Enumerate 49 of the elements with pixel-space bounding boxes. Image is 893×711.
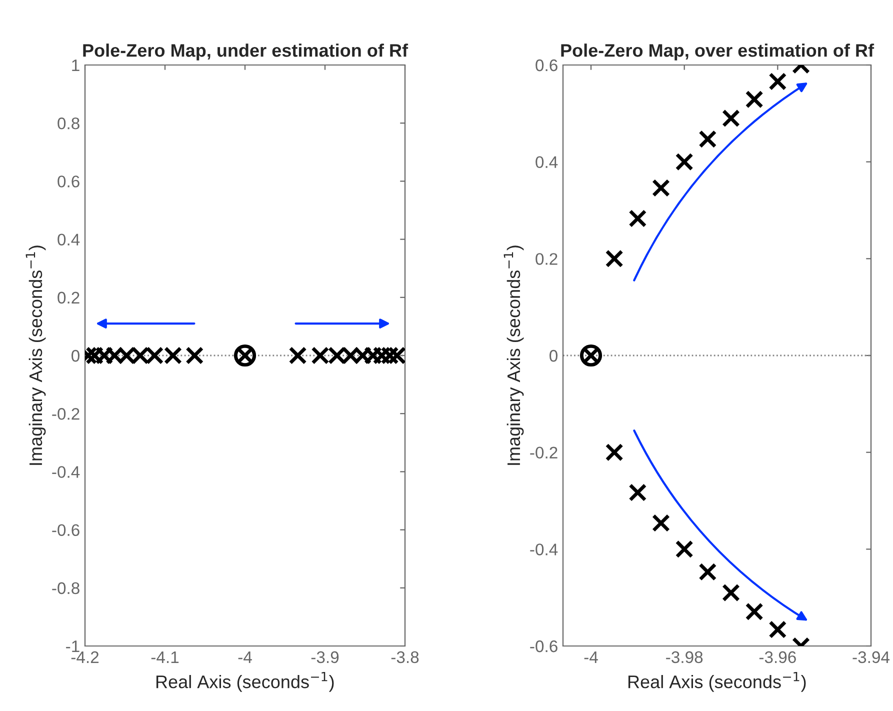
x-tick-label: -3.98 <box>666 651 703 664</box>
point <box>628 484 647 502</box>
x-tick-label: -4 <box>584 651 598 663</box>
y-tick-label: -0.4 <box>52 466 80 478</box>
point <box>698 562 717 581</box>
point <box>768 620 787 639</box>
y-tick-label: -0.6 <box>52 524 80 536</box>
y-tick-label: -0.8 <box>52 582 80 594</box>
y-tick-label: 0.8 <box>58 118 80 130</box>
y-tick-label: -1 <box>66 640 80 652</box>
point <box>745 602 764 621</box>
y-tick-label: -0.4 <box>530 544 558 556</box>
y-tick-label: -0.2 <box>530 446 558 459</box>
y-tick-label: 0.4 <box>536 156 558 168</box>
x-tick-label: -4.2 <box>71 651 99 663</box>
y-tick-label: 0.2 <box>58 292 80 304</box>
point <box>698 130 717 148</box>
y-tick-label: 0.4 <box>58 234 80 246</box>
y-tick-label: 0.6 <box>536 59 558 72</box>
y-tick-label: 0 <box>550 350 558 362</box>
x-axis-title: Real Axis (seconds$^{−1}$) <box>628 672 806 692</box>
chart-title: Pole-Zero Map, over estimation of Rf <box>561 44 874 60</box>
y-axis-title: Imaginary Axis (seconds$^{−1}$) <box>26 246 46 465</box>
y-tick-label: 1 <box>72 60 80 72</box>
y-tick-label: -0.6 <box>530 640 558 652</box>
point <box>605 443 624 462</box>
point <box>605 250 624 268</box>
point <box>722 109 740 128</box>
x-tick-label: -3.8 <box>391 651 419 664</box>
x-tick-label: -3.9 <box>311 651 339 664</box>
point <box>745 90 764 108</box>
point <box>652 178 670 197</box>
x-tick-label: -3.96 <box>759 651 796 664</box>
x-tick-label: -4 <box>238 651 252 663</box>
y-tick-label: 0.6 <box>58 176 80 188</box>
chart-title: Pole-Zero Map, under estimation of Rf <box>83 44 408 60</box>
point <box>768 72 787 90</box>
x-axis-title: Real Axis (seconds$^{−1}$) <box>156 672 334 692</box>
point <box>722 584 740 602</box>
y-axis-title: Imaginary Axis (seconds$^{−1}$) <box>504 246 524 465</box>
point <box>675 540 694 558</box>
point <box>675 152 694 171</box>
y-tick-label: 0.2 <box>536 253 558 265</box>
x-tick-label: -4.1 <box>151 651 179 663</box>
point <box>652 514 670 532</box>
y-tick-label: -0.2 <box>52 408 80 420</box>
y-tick-label: 0 <box>72 350 80 362</box>
x-tick-label: -3.94 <box>852 651 890 664</box>
point <box>628 209 647 228</box>
